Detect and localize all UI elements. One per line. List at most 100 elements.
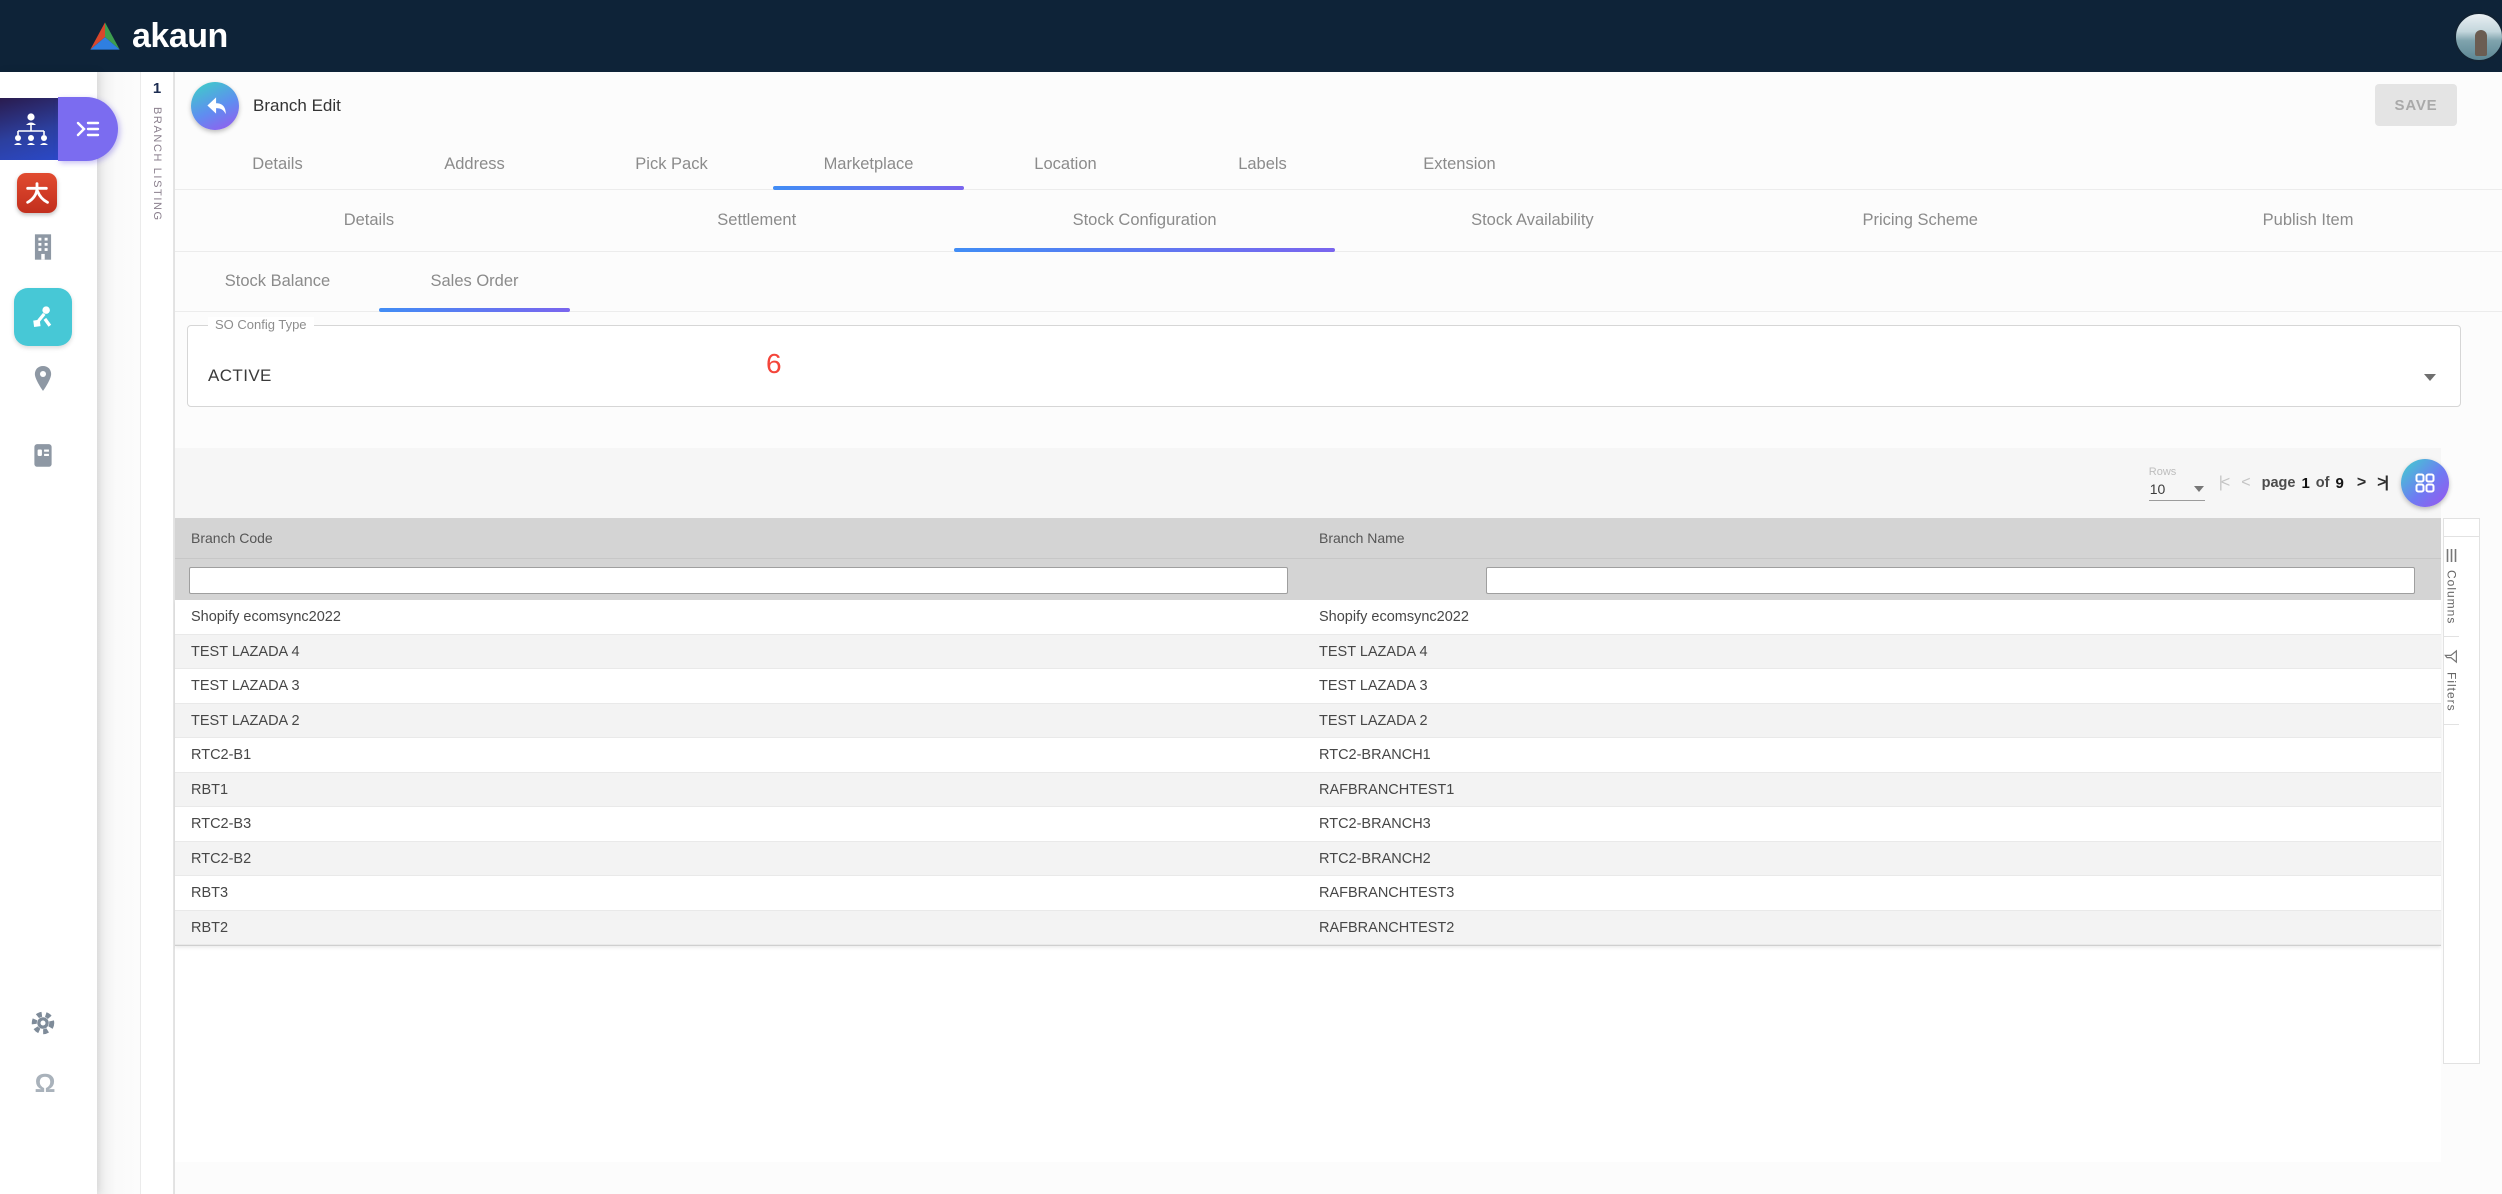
dai-character-icon bbox=[26, 182, 49, 204]
branch-code-cell: RBT2 bbox=[191, 919, 229, 936]
back-button[interactable] bbox=[191, 82, 239, 130]
support-icon: Ω bbox=[34, 1068, 56, 1098]
tab-details[interactable]: Details bbox=[252, 155, 303, 173]
column-header-branch-code[interactable]: Branch Code bbox=[191, 530, 273, 546]
columns-icon bbox=[2446, 549, 2457, 562]
table-row[interactable]: TEST LAZADA 2 TEST LAZADA 2 bbox=[175, 703, 2441, 738]
table-row[interactable]: TEST LAZADA 3 TEST LAZADA 3 bbox=[175, 669, 2441, 704]
branch-code-cell: RTC2-B3 bbox=[191, 816, 252, 832]
rows-value: 10 bbox=[2149, 480, 2166, 497]
next-page-button[interactable]: > bbox=[2356, 474, 2366, 491]
dropdown-caret-icon bbox=[2424, 374, 2436, 381]
table-row[interactable]: Shopify ecomsync2022 Shopify ecomsync2022 bbox=[175, 600, 2441, 635]
akaun-logo[interactable]: akaun bbox=[88, 17, 228, 56]
page-word: page bbox=[2261, 475, 2296, 491]
table-side-toolbar: Columns Filters bbox=[2443, 518, 2480, 1064]
annotation-marker: 6 bbox=[766, 348, 782, 379]
last-page-button[interactable]: >| bbox=[2377, 474, 2389, 491]
save-button[interactable]: SAVE bbox=[2375, 84, 2457, 126]
tab-pick-pack[interactable]: Pick Pack bbox=[635, 155, 708, 173]
so-config-type-value: ACTIVE bbox=[208, 366, 272, 385]
grid-icon bbox=[2415, 473, 2435, 493]
branch-name-cell: RTC2-BRANCH2 bbox=[1319, 850, 1431, 867]
tab-details[interactable]: Details bbox=[343, 211, 395, 229]
page-indicator: page 1 of 9 bbox=[2262, 475, 2344, 492]
branch-name-cell: Shopify ecomsync2022 bbox=[1319, 609, 1469, 625]
table-row[interactable]: TEST LAZADA 4 TEST LAZADA 4 bbox=[175, 634, 2441, 669]
side-toolbar-spacer bbox=[2444, 519, 2479, 537]
tab-stock-availability[interactable]: Stock Availability bbox=[1471, 211, 1594, 229]
total-pages: 9 bbox=[2335, 474, 2344, 492]
logo-text: akaun bbox=[132, 16, 228, 55]
sidebar-item-location[interactable] bbox=[30, 364, 56, 399]
so-config-type-select[interactable]: SO Config Type ACTIVE 6 bbox=[187, 317, 2461, 407]
tab-marketplace[interactable]: Marketplace bbox=[770, 140, 967, 190]
page-navigation: |< < page 1 of 9 > >| bbox=[2218, 474, 2389, 492]
branch-name-cell: RTC2-BRANCH3 bbox=[1319, 816, 1431, 832]
columns-label: Columns bbox=[2444, 570, 2459, 625]
first-page-button[interactable]: |< bbox=[2218, 474, 2230, 491]
sidebar-item-red-app[interactable] bbox=[17, 173, 57, 213]
tab-location[interactable]: Location bbox=[1034, 155, 1097, 173]
sidebar-item-directory[interactable] bbox=[30, 442, 56, 475]
branch-code-cell: RTC2-B2 bbox=[191, 850, 252, 867]
tab-pricing-scheme[interactable]: Pricing Scheme bbox=[1862, 211, 1978, 229]
branch-code-cell: RBT3 bbox=[191, 885, 229, 901]
page-title: Branch Edit bbox=[253, 96, 341, 115]
tab-stock-balance[interactable]: Stock Balance bbox=[224, 272, 331, 290]
table-body: Shopify ecomsync2022 Shopify ecomsync2022… bbox=[175, 600, 2441, 946]
rows-caret-icon bbox=[2193, 485, 2204, 492]
current-page: 1 bbox=[2301, 474, 2310, 492]
tab-labels[interactable]: Labels bbox=[1238, 155, 1287, 173]
sidebar-gutter bbox=[97, 72, 140, 1194]
tab-address[interactable]: Address bbox=[444, 155, 505, 173]
top-bar: akaun bbox=[0, 0, 2502, 72]
tab-sales-order[interactable]: Sales Order bbox=[376, 252, 573, 312]
sidebar-item-org-structure[interactable] bbox=[0, 98, 62, 160]
table-filter-row bbox=[175, 558, 2441, 600]
branch-name-cell: TEST LAZADA 2 bbox=[1319, 712, 1428, 729]
table-toolbar: Rows 10 |< < page 1 of 9 bbox=[175, 448, 2449, 518]
of-word: of bbox=[2315, 475, 2330, 491]
user-avatar[interactable] bbox=[2454, 12, 2502, 62]
table-row[interactable]: RTC2-B3 RTC2-BRANCH3 bbox=[175, 807, 2441, 842]
table-row[interactable]: RBT1 RAFBRANCHTEST1 bbox=[175, 772, 2441, 807]
expand-menu-button[interactable] bbox=[58, 97, 118, 161]
table-row[interactable]: RTC2-B2 RTC2-BRANCH2 bbox=[175, 841, 2441, 876]
listing-index: 1 bbox=[152, 80, 162, 97]
filters-button[interactable]: Filters bbox=[2444, 637, 2459, 726]
back-arrow-icon bbox=[207, 97, 226, 115]
rows-label: Rows bbox=[2148, 465, 2177, 478]
map-pin-icon bbox=[34, 366, 52, 391]
branch-code-filter-input[interactable] bbox=[189, 567, 1288, 594]
prev-page-button[interactable]: < bbox=[2241, 474, 2250, 491]
tab-extension[interactable]: Extension bbox=[1423, 155, 1496, 173]
filter-funnel-icon bbox=[2444, 649, 2457, 664]
table-row[interactable]: RTC2-B1 RTC2-BRANCH1 bbox=[175, 738, 2441, 773]
page-header: Branch Edit SAVE bbox=[175, 72, 2502, 140]
sidebar-item-branch-network[interactable] bbox=[14, 288, 72, 346]
branch-name-cell: TEST LAZADA 3 bbox=[1319, 678, 1428, 694]
sidebar-item-support[interactable]: Ω bbox=[28, 1068, 62, 1099]
branch-name-filter-input[interactable] bbox=[1486, 567, 2415, 594]
sidebar-item-settings[interactable] bbox=[28, 1008, 58, 1043]
filters-label: Filters bbox=[2444, 672, 2459, 713]
column-header-branch-name[interactable]: Branch Name bbox=[1319, 530, 1405, 546]
branch-code-cell: Shopify ecomsync2022 bbox=[191, 609, 341, 625]
branch-name-cell: RAFBRANCHTEST1 bbox=[1319, 781, 1455, 798]
branch-listing-strip[interactable]: 1 BRANCH LISTING bbox=[140, 72, 174, 1194]
building-icon bbox=[34, 234, 52, 260]
columns-button[interactable]: Columns bbox=[2444, 537, 2459, 638]
tab-settlement[interactable]: Settlement bbox=[717, 211, 797, 229]
table-row[interactable]: RBT2 RAFBRANCHTEST2 bbox=[175, 910, 2441, 945]
listing-label: BRANCH LISTING bbox=[151, 107, 163, 222]
gear-icon bbox=[31, 1011, 55, 1035]
sidebar-item-company[interactable] bbox=[29, 232, 57, 267]
tab-publish-item[interactable]: Publish Item bbox=[2262, 211, 2354, 229]
table-row[interactable]: RBT3 RAFBRANCHTEST3 bbox=[175, 876, 2441, 911]
tab-stock-configuration[interactable]: Stock Configuration bbox=[951, 190, 1339, 252]
branch-edit-tab-bar: Details Address Pick Pack Marketplace Locati… bbox=[175, 140, 2502, 190]
grid-view-button[interactable] bbox=[2401, 459, 2449, 507]
rows-per-page-select[interactable]: Rows 10 bbox=[2148, 465, 2205, 501]
